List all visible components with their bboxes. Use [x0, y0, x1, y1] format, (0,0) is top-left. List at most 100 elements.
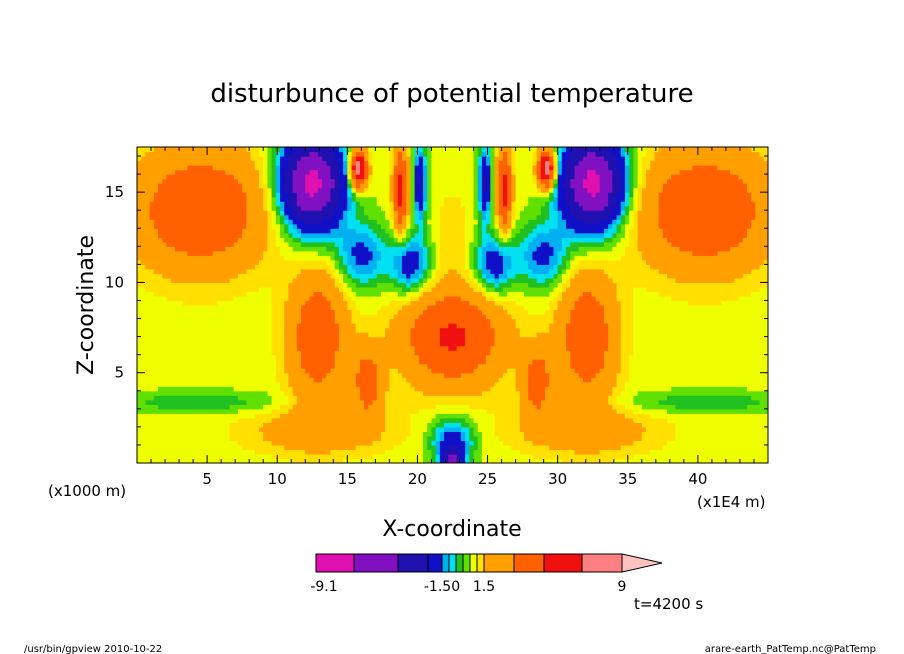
heatmap-cell	[334, 359, 340, 365]
heatmap-cell	[368, 241, 374, 247]
heatmap-cell	[423, 282, 428, 288]
heatmap-cell	[414, 160, 420, 166]
heatmap-cell	[376, 246, 382, 252]
heatmap-cell	[313, 286, 319, 293]
heatmap-cell	[410, 255, 416, 261]
heatmap-cell	[170, 169, 176, 175]
heatmap-cell	[275, 386, 281, 392]
heatmap-cell	[414, 314, 420, 320]
heatmap-cell	[179, 336, 184, 342]
heatmap-cell	[221, 264, 226, 270]
heatmap-cell	[263, 336, 269, 342]
heatmap-cell	[372, 408, 378, 414]
heatmap-cell	[351, 214, 357, 220]
heatmap-cell	[145, 205, 151, 211]
heatmap-cell	[141, 458, 147, 463]
heatmap-cell	[187, 192, 193, 198]
heatmap-cell	[187, 214, 193, 220]
heatmap-cell	[162, 259, 168, 265]
heatmap-cell	[141, 232, 147, 238]
heatmap-cell	[187, 440, 193, 446]
heatmap-cell	[288, 183, 294, 189]
heatmap-cell	[334, 354, 340, 360]
heatmap-cell	[225, 277, 231, 284]
heatmap-cell	[423, 408, 428, 414]
heatmap-cell	[301, 435, 306, 442]
heatmap-cell	[313, 255, 319, 261]
heatmap-cell	[258, 174, 264, 180]
heatmap-cell	[179, 250, 184, 256]
heatmap-cell	[166, 250, 172, 256]
heatmap-cell	[271, 426, 277, 432]
heatmap-cell	[380, 350, 386, 356]
heatmap-cell	[200, 169, 205, 175]
heatmap-cell	[149, 404, 155, 410]
heatmap-cell	[351, 318, 357, 324]
heatmap-cell	[343, 399, 348, 405]
heatmap-cell	[309, 295, 315, 302]
heatmap-cell	[187, 259, 193, 265]
heatmap-cell	[183, 318, 189, 324]
heatmap-cell	[162, 354, 168, 360]
heatmap-cell	[137, 359, 142, 365]
heatmap-cell	[216, 277, 222, 284]
heatmap-cell	[233, 345, 239, 351]
heatmap-cell	[330, 246, 336, 252]
heatmap-cell	[330, 291, 336, 297]
heatmap-cell	[351, 426, 357, 432]
heatmap-cell	[418, 151, 424, 157]
heatmap-cell	[431, 386, 437, 392]
heatmap-cell	[427, 282, 433, 288]
heatmap-cell	[191, 183, 197, 189]
heatmap-cell	[242, 246, 247, 252]
heatmap-cell	[305, 165, 311, 171]
heatmap-cell	[254, 291, 260, 297]
heatmap-cell	[317, 210, 323, 216]
heatmap-cell	[414, 223, 420, 229]
heatmap-cell	[187, 363, 193, 369]
heatmap-cell	[187, 295, 193, 302]
heatmap-cell	[195, 259, 201, 265]
heatmap-cell	[271, 151, 277, 157]
heatmap-cell	[271, 273, 277, 279]
heatmap-cell	[288, 350, 294, 356]
heatmap-cell	[216, 250, 222, 256]
heatmap-cell	[187, 336, 193, 342]
heatmap-cell	[280, 399, 285, 405]
heatmap-cell	[406, 223, 412, 229]
heatmap-cell	[410, 250, 416, 256]
heatmap-cell	[309, 214, 315, 220]
heatmap-cell	[347, 386, 353, 392]
heatmap-cell	[258, 156, 264, 162]
heatmap-cell	[145, 381, 151, 387]
heatmap-cell	[393, 282, 399, 288]
heatmap-cell	[347, 196, 353, 202]
heatmap-cell	[221, 458, 226, 463]
heatmap-cell	[187, 323, 193, 329]
heatmap-cell	[162, 435, 168, 442]
heatmap-cell	[237, 323, 243, 329]
heatmap-cell	[288, 273, 294, 279]
heatmap-cell	[162, 345, 168, 351]
heatmap-cell	[338, 210, 344, 216]
heatmap-cell	[246, 395, 252, 401]
heatmap-cell	[204, 422, 210, 428]
heatmap-cell	[288, 341, 294, 347]
heatmap-cell	[317, 332, 323, 338]
heatmap-cell	[355, 205, 361, 211]
heatmap-cell	[414, 210, 420, 216]
heatmap-cell	[309, 291, 315, 297]
heatmap-cell	[389, 444, 395, 451]
heatmap-cell	[208, 305, 214, 311]
heatmap-cell	[343, 422, 348, 428]
heatmap-cell	[435, 444, 441, 451]
heatmap-cell	[317, 156, 323, 162]
heatmap-cell	[225, 273, 231, 279]
heatmap-cell	[284, 422, 290, 428]
heatmap-cell	[414, 354, 420, 360]
heatmap-cell	[402, 192, 407, 198]
heatmap-cell	[389, 408, 395, 414]
heatmap-cell	[292, 169, 298, 175]
heatmap-cell	[376, 377, 382, 383]
heatmap-cell	[389, 160, 395, 166]
